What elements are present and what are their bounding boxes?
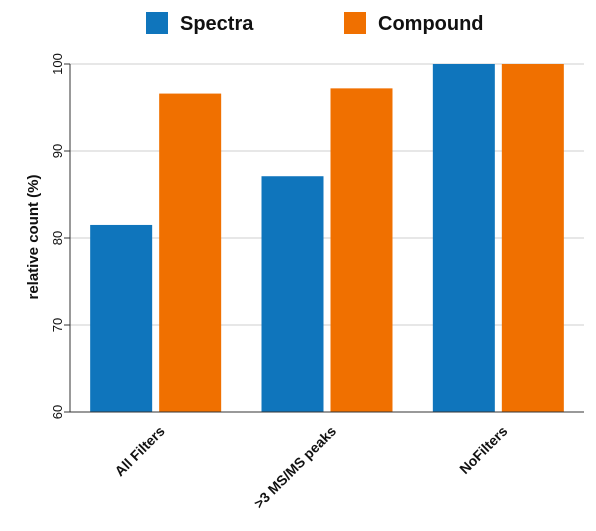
- y-tick-label: 60: [50, 405, 65, 419]
- bar-spectra-0: [90, 224, 153, 412]
- y-tick-label: 70: [50, 318, 65, 332]
- y-axis-label: relative count (%): [25, 174, 42, 299]
- axes: [69, 64, 584, 413]
- y-tick-label: 90: [50, 144, 65, 158]
- legend: Spectra Compound: [146, 12, 484, 35]
- x-tick-label: NoFilters: [456, 423, 510, 477]
- x-tick-label: All Filters: [111, 423, 168, 480]
- bar-spectra-1: [261, 176, 324, 412]
- bar-spectra-2: [432, 64, 495, 412]
- y-tick-labels: 60 70 80 90 100: [50, 53, 65, 419]
- x-tick-label: >3 MS/MS peaks: [251, 423, 340, 512]
- legend-label-spectra: Spectra: [180, 13, 254, 35]
- legend-label-compound: Compound: [378, 13, 484, 35]
- bars: [90, 64, 564, 413]
- x-tick-labels: All Filters >3 MS/MS peaks NoFilters: [111, 423, 510, 512]
- bar-compound-0: [159, 93, 222, 412]
- legend-swatch-spectra: [146, 12, 168, 34]
- bar-compound-2: [501, 64, 564, 412]
- bar-compound-1: [330, 88, 393, 413]
- legend-swatch-compound: [344, 12, 366, 34]
- y-tick-label: 100: [50, 53, 65, 75]
- y-tick-label: 80: [50, 231, 65, 245]
